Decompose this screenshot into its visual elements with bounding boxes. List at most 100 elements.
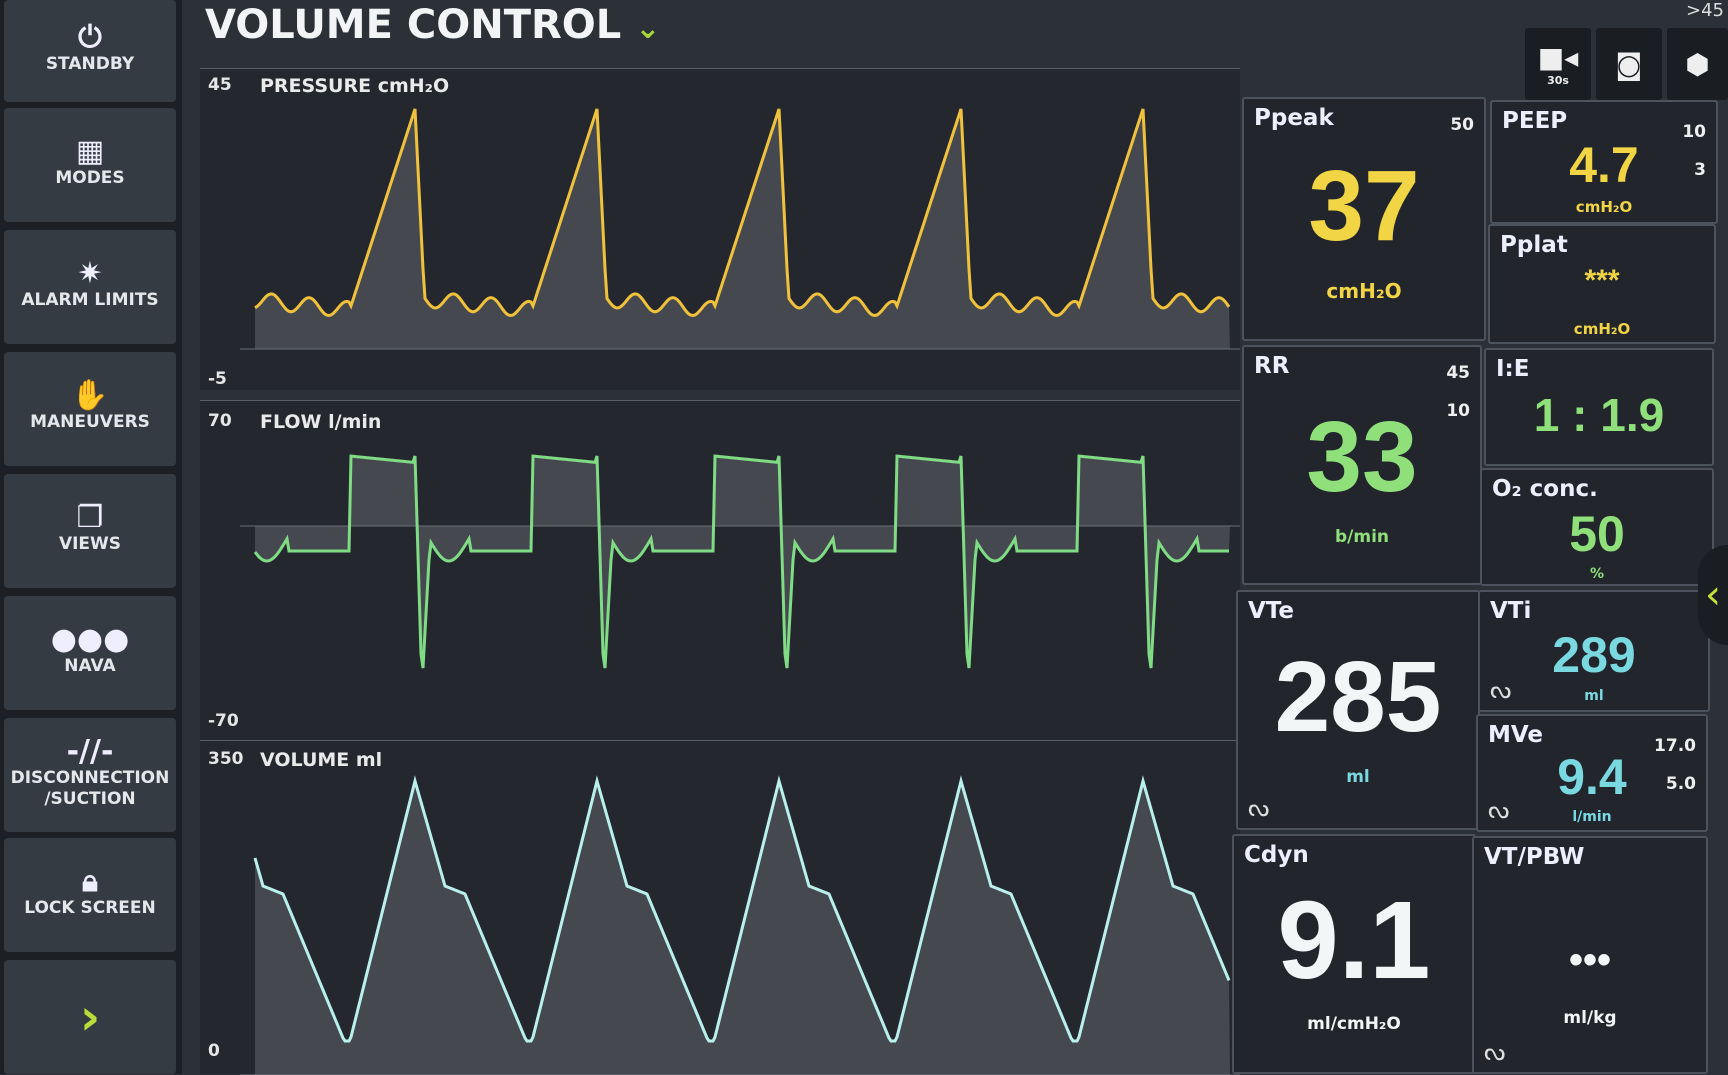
flow-scale-min: -70 bbox=[208, 711, 239, 731]
video-camera-icon: ■◂ bbox=[1537, 41, 1579, 74]
lock-screen-button[interactable]: 🔒︎ LOCK SCREEN bbox=[4, 838, 176, 952]
volume-label: VOLUME ml bbox=[260, 749, 383, 771]
pressure-waveform: 45 -5 PRESSURE cmH₂O bbox=[200, 68, 1240, 390]
cdyn-tile[interactable]: Cdyn 9.1 ml/cmH₂O bbox=[1232, 834, 1476, 1074]
views-button[interactable]: ❐ VIEWS bbox=[4, 474, 176, 588]
maneuvers-button[interactable]: ✋ MANEUVERS bbox=[4, 352, 176, 466]
rr-unit: b/min bbox=[1334, 527, 1390, 547]
vte-unit: ml bbox=[1346, 767, 1370, 787]
o2-name: O₂ conc. bbox=[1492, 476, 1598, 502]
ie-tile[interactable]: I:E 1 : 1.9 bbox=[1484, 348, 1714, 466]
disconnect-icon: -//- bbox=[66, 733, 114, 769]
waveform-fill bbox=[255, 456, 1230, 668]
ppeak-name: Ppeak bbox=[1254, 105, 1334, 131]
record-duration: 30s bbox=[1547, 74, 1569, 87]
mode-title-text: VOLUME CONTROL bbox=[205, 2, 622, 48]
loop-icon: ᔓ bbox=[1490, 676, 1512, 704]
rr-limit-high: 45 bbox=[1446, 363, 1470, 383]
pressure-scale-max: 45 bbox=[208, 75, 232, 95]
peep-limit-high: 10 bbox=[1682, 122, 1706, 142]
cdyn-name: Cdyn bbox=[1244, 842, 1309, 868]
standby-label: STANDBY bbox=[45, 54, 135, 74]
alarm-limits-button[interactable]: ✷ ALARM LIMITS bbox=[4, 230, 176, 344]
pressure-trace bbox=[240, 108, 1240, 350]
modes-button[interactable]: ▦ MODES bbox=[4, 108, 176, 222]
sidebar: ⏻ STANDBY ▦ MODES ✷ ALARM LIMITS ✋ MANEUVERS… bbox=[0, 0, 182, 1074]
views-icon: ❐ bbox=[76, 500, 104, 535]
mode-title[interactable]: VOLUME CONTROL ⌄ bbox=[205, 2, 660, 48]
record-button[interactable]: ■◂ 30s bbox=[1525, 28, 1591, 100]
peep-name: PEEP bbox=[1502, 108, 1568, 134]
rr-tile[interactable]: RR 45 10 33 b/min bbox=[1242, 345, 1482, 585]
flow-waveform: 70 -70 FLOW l/min bbox=[200, 400, 1240, 740]
volume-waveform: 350 0 VOLUME ml bbox=[200, 740, 1240, 1075]
vte-value: 285 bbox=[1274, 641, 1442, 753]
flow-label: FLOW l/min bbox=[260, 411, 382, 433]
ie-name: I:E bbox=[1496, 356, 1530, 382]
ppeak-tile[interactable]: Ppeak 50 37 cmH₂O bbox=[1242, 97, 1486, 341]
peep-value: 4.7 bbox=[1569, 137, 1639, 193]
box-button[interactable]: ⬢ bbox=[1667, 28, 1728, 100]
o2-tile[interactable]: O₂ conc. 50 % bbox=[1480, 468, 1714, 586]
vtpbw-value: ••• bbox=[1568, 938, 1611, 982]
lock-screen-label: LOCK SCREEN bbox=[24, 898, 156, 918]
pplat-name: Pplat bbox=[1500, 232, 1568, 258]
peep-tile[interactable]: PEEP 10 3 4.7 cmH₂O bbox=[1490, 100, 1718, 224]
vtpbw-name: VT/PBW bbox=[1484, 844, 1585, 870]
vti-value: 289 bbox=[1552, 627, 1636, 683]
chevron-left-icon: ‹ bbox=[1705, 572, 1721, 618]
rr-limit-low: 10 bbox=[1446, 401, 1470, 421]
vti-unit: ml bbox=[1584, 688, 1604, 704]
mve-limit-low: 5.0 bbox=[1665, 774, 1696, 794]
vte-name: VTe bbox=[1248, 598, 1295, 624]
mve-limit-high: 17.0 bbox=[1654, 736, 1696, 756]
side-panel-toggle[interactable]: ‹ bbox=[1698, 545, 1728, 645]
vti-name: VTi bbox=[1490, 598, 1532, 624]
vtpbw-tile[interactable]: VT/PBW ••• ml/kg ᔓ bbox=[1472, 836, 1708, 1074]
vtpbw-unit: ml/kg bbox=[1563, 1008, 1617, 1028]
loop-icon: ᔓ bbox=[1248, 794, 1270, 822]
mve-unit: l/min bbox=[1572, 809, 1612, 825]
views-label: VIEWS bbox=[58, 534, 122, 554]
nava-button[interactable]: ●●● NAVA bbox=[4, 596, 176, 710]
vti-tile[interactable]: VTi 289 ml ᔓ bbox=[1478, 590, 1710, 712]
flow-scale-max: 70 bbox=[208, 411, 232, 431]
waveform-fill bbox=[255, 109, 1230, 349]
pplat-tile[interactable]: Pplat *** cmH₂O bbox=[1488, 224, 1716, 344]
power-icon: ⏻ bbox=[78, 20, 102, 55]
lock-icon: 🔒︎ bbox=[82, 864, 98, 899]
corner-text: >45 bbox=[1686, 0, 1724, 21]
pressure-scale-min: -5 bbox=[208, 369, 227, 389]
disconnection-suction-button[interactable]: -//- DISCONNECTION /SUCTION bbox=[4, 718, 176, 832]
hand-icon: ✋ bbox=[71, 378, 109, 413]
camera-icon: ◙ bbox=[1615, 47, 1643, 81]
expand-sidebar-button[interactable]: › bbox=[4, 960, 176, 1074]
vte-tile[interactable]: VTe 285 ml ᔓ bbox=[1236, 590, 1480, 830]
alarm-limits-label: ALARM LIMITS bbox=[21, 290, 159, 310]
pressure-label: PRESSURE cmH₂O bbox=[260, 75, 450, 97]
pplat-unit: cmH₂O bbox=[1573, 320, 1631, 338]
alarm-icon: ✷ bbox=[77, 256, 103, 291]
loop-icon: ᔓ bbox=[1484, 1038, 1506, 1066]
o2-value: 50 bbox=[1569, 506, 1625, 562]
peep-unit: cmH₂O bbox=[1575, 198, 1633, 216]
peep-limit-low: 3 bbox=[1694, 160, 1706, 180]
volume-scale-max: 350 bbox=[208, 749, 244, 769]
cdyn-unit: ml/cmH₂O bbox=[1307, 1014, 1401, 1034]
loop-icon: ᔓ bbox=[1488, 796, 1510, 824]
volume-scale-min: 0 bbox=[208, 1041, 220, 1061]
o2-unit: % bbox=[1589, 566, 1605, 582]
cdyn-value: 9.1 bbox=[1277, 879, 1431, 1002]
mve-tile[interactable]: MVe 17.0 5.0 9.4 l/min ᔓ bbox=[1476, 714, 1708, 832]
nava-label: NAVA bbox=[64, 656, 116, 676]
ppeak-value: 37 bbox=[1308, 150, 1420, 262]
flow-trace bbox=[240, 454, 1240, 669]
maneuvers-label: MANEUVERS bbox=[30, 412, 150, 432]
ppeak-unit: cmH₂O bbox=[1326, 279, 1402, 303]
mve-name: MVe bbox=[1488, 722, 1544, 748]
disconnection-label: DISCONNECTION /SUCTION bbox=[10, 767, 170, 809]
grid-icon: ▦ bbox=[75, 134, 105, 169]
waveform-line bbox=[253, 775, 1231, 1043]
standby-button[interactable]: ⏻ STANDBY bbox=[4, 0, 176, 102]
snapshot-button[interactable]: ◙ bbox=[1596, 28, 1662, 100]
